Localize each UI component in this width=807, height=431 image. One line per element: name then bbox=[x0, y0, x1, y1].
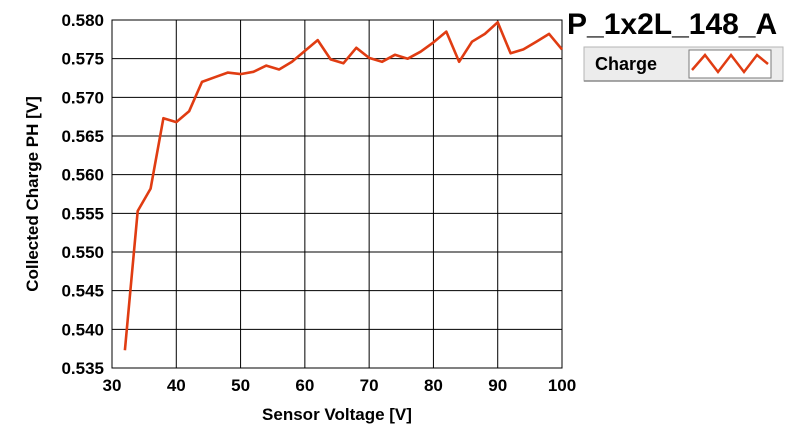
y-tick-label: 0.580 bbox=[61, 11, 104, 30]
x-tick-label: 50 bbox=[231, 376, 250, 395]
x-tick-label: 100 bbox=[548, 376, 576, 395]
y-tick-label: 0.535 bbox=[61, 359, 104, 378]
grid-lines bbox=[111, 19, 563, 369]
series-line-charge bbox=[123, 20, 563, 351]
x-tick-label: 70 bbox=[360, 376, 379, 395]
legend-swatch bbox=[688, 49, 772, 79]
x-axis-title: Sensor Voltage [V] bbox=[262, 405, 412, 424]
legend-line-icon bbox=[691, 52, 769, 75]
chart-title: P_1x2L_148_A bbox=[567, 8, 777, 41]
legend-label-charge: Charge bbox=[595, 54, 657, 74]
legend: Charge bbox=[583, 46, 784, 82]
y-tick-label: 0.540 bbox=[61, 320, 104, 339]
series-lines bbox=[123, 20, 563, 351]
y-tick-label: 0.575 bbox=[61, 50, 104, 69]
y-tick-label: 0.560 bbox=[61, 166, 104, 185]
x-tick-label: 60 bbox=[295, 376, 314, 395]
y-tick-labels: 0.535 0.540 0.545 0.550 0.555 0.560 0.565 0.570… bbox=[61, 11, 104, 378]
plot-area bbox=[111, 19, 563, 369]
x-tick-label: 40 bbox=[167, 376, 186, 395]
y-tick-label: 0.570 bbox=[61, 88, 104, 107]
x-tick-label: 80 bbox=[424, 376, 443, 395]
x-tick-labels: 30 40 50 60 70 80 90 100 bbox=[103, 376, 577, 395]
y-tick-label: 0.555 bbox=[61, 204, 104, 223]
y-tick-label: 0.565 bbox=[61, 127, 104, 146]
y-tick-label: 0.545 bbox=[61, 282, 104, 301]
x-tick-label: 90 bbox=[488, 376, 507, 395]
x-tick-label: 30 bbox=[103, 376, 122, 395]
y-tick-label: 0.550 bbox=[61, 243, 104, 262]
y-axis-title: Collected Charge PH [V] bbox=[23, 96, 42, 292]
